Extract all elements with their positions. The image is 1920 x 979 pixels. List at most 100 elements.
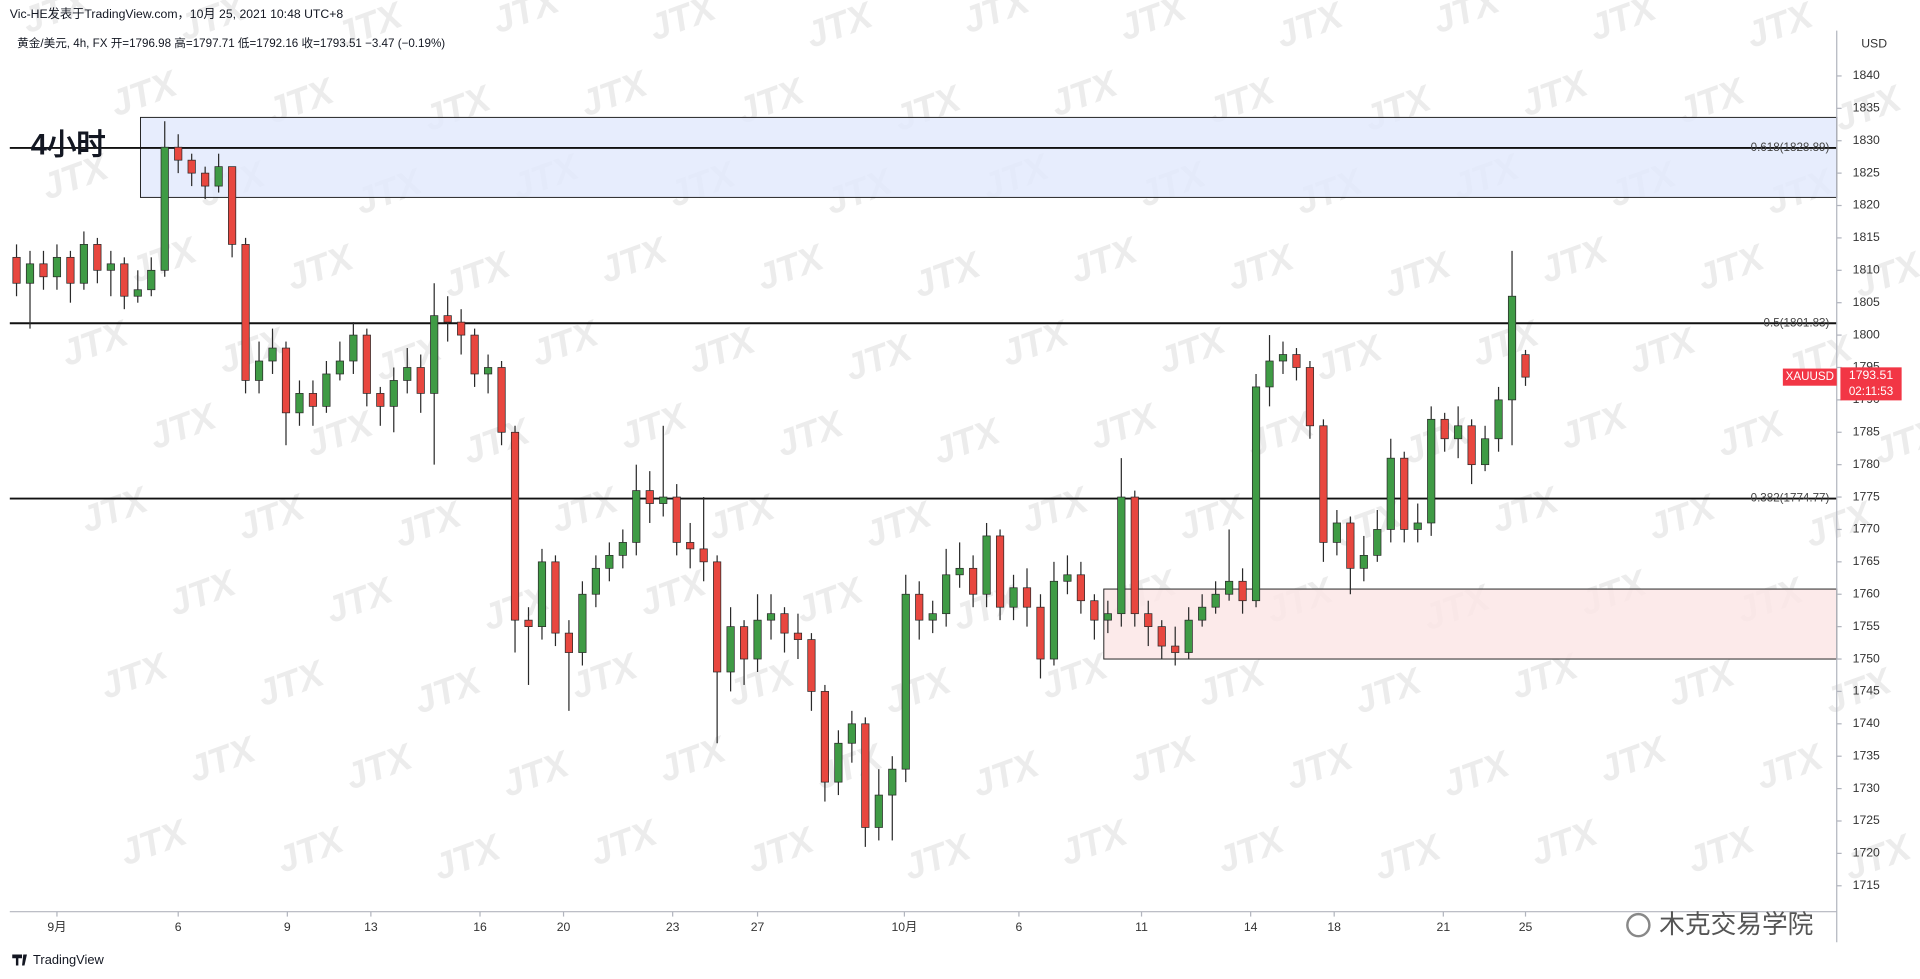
x-tick-label: 21 xyxy=(1437,920,1451,934)
candle-body xyxy=(726,626,735,673)
candle-body xyxy=(1211,593,1220,608)
y-tick-label: 1805 xyxy=(1853,295,1880,309)
candle-body xyxy=(1292,354,1301,368)
candle-body xyxy=(443,315,452,323)
candle-body xyxy=(780,613,789,634)
candle-body xyxy=(228,166,237,245)
candle-body xyxy=(1144,613,1153,627)
candle-body xyxy=(1251,386,1261,602)
x-tick-label: 9 xyxy=(284,920,291,934)
candle-body xyxy=(403,367,412,381)
candle-body xyxy=(160,146,169,271)
candle-body xyxy=(1440,418,1449,440)
candle-body xyxy=(389,380,398,407)
candle-body xyxy=(1319,425,1328,543)
candle-body xyxy=(120,263,129,297)
zone xyxy=(1103,588,1838,660)
candle-body xyxy=(322,373,331,407)
candle-body xyxy=(874,794,883,828)
candle-body xyxy=(1171,645,1180,653)
candle-body xyxy=(1117,496,1126,615)
candle-body xyxy=(1305,367,1315,427)
candle-body xyxy=(1521,354,1530,378)
candle-body xyxy=(268,347,277,362)
candle-body xyxy=(1400,457,1409,530)
candle-body xyxy=(699,548,708,563)
candle-body xyxy=(254,360,264,381)
y-tick-label: 1750 xyxy=(1853,651,1880,665)
x-tick-label: 11 xyxy=(1135,920,1148,934)
candle-body xyxy=(969,567,978,595)
candle-body xyxy=(470,334,479,375)
symbol-tag-bg xyxy=(1782,368,1837,386)
candle-body xyxy=(578,593,587,653)
candle-body xyxy=(537,561,547,627)
candle-body xyxy=(834,742,843,783)
candle-body xyxy=(1049,580,1059,660)
symbol-tag: XAUUSD xyxy=(1786,370,1834,383)
footer-watermark: 木克交易学院 xyxy=(1659,910,1813,939)
candle-body xyxy=(1359,554,1368,569)
candle-body xyxy=(1009,587,1018,608)
y-tick-label: 1745 xyxy=(1853,684,1880,698)
candle-body xyxy=(1346,522,1355,569)
candle-body xyxy=(241,244,250,381)
zone xyxy=(139,116,1838,198)
candle-body xyxy=(12,256,21,284)
candle-body xyxy=(1373,529,1382,556)
candle-body xyxy=(551,561,560,634)
candle-body xyxy=(564,632,573,653)
plot-area: 0.618(1828.89) 0.5(1801.83) 0.382(1774.77) xyxy=(9,116,1838,847)
candle-body xyxy=(1157,626,1166,647)
candle-body xyxy=(753,619,762,660)
candle-body xyxy=(295,393,304,414)
x-tick-label: 9月 xyxy=(47,920,66,934)
candle-body xyxy=(618,542,627,556)
candle-body xyxy=(52,256,62,278)
candle-body xyxy=(1507,295,1517,401)
y-tick-label: 1830 xyxy=(1853,133,1880,147)
candle-body xyxy=(713,561,722,673)
candle-body xyxy=(847,723,856,744)
x-tick-label: 23 xyxy=(666,920,680,934)
candle-body xyxy=(281,347,291,414)
x-tick-label: 10月 xyxy=(891,920,917,934)
candle-body xyxy=(686,542,695,550)
candle-body xyxy=(659,496,668,504)
candle-body xyxy=(1022,587,1032,608)
candle-body xyxy=(1427,418,1436,524)
candle-body xyxy=(1063,574,1072,582)
y-tick-label: 1815 xyxy=(1853,230,1880,244)
x-tick-label: 18 xyxy=(1327,920,1341,934)
y-tick-label: 1725 xyxy=(1853,813,1880,827)
y-tick-label: 1755 xyxy=(1853,619,1880,633)
countdown-tag: 02:11:53 xyxy=(1849,385,1893,398)
tradingview-logo xyxy=(12,954,27,966)
fib-level-label: 0.5(1801.83) xyxy=(1764,316,1830,329)
timeframe-annotation: 4小时 xyxy=(31,129,106,162)
candle-body xyxy=(1494,399,1503,440)
candle-body xyxy=(766,613,776,621)
candle-body xyxy=(308,393,318,407)
candle-body xyxy=(201,172,210,187)
candle-body xyxy=(349,334,358,362)
candle-body xyxy=(793,632,803,640)
y-tick-label: 1825 xyxy=(1853,165,1880,179)
publish-info: Vic-HE发表于TradingView.com，10月 25, 2021 10… xyxy=(10,6,344,21)
price-tag-bg xyxy=(1840,367,1902,401)
y-tick-label: 1730 xyxy=(1853,781,1880,795)
x-tick-label: 16 xyxy=(473,920,487,934)
candle-body xyxy=(1076,574,1085,602)
y-tick-label: 1780 xyxy=(1853,457,1880,471)
y-tick-label: 1775 xyxy=(1853,489,1880,503)
y-tick-label: 1820 xyxy=(1853,198,1880,212)
candle-body xyxy=(1184,619,1193,653)
y-tick-label: 1785 xyxy=(1853,425,1880,439)
candle-body xyxy=(174,146,183,161)
footer-logo xyxy=(1626,912,1651,938)
x-tick-label: 6 xyxy=(175,920,182,934)
candle-body xyxy=(861,723,870,828)
candle-body xyxy=(39,263,48,278)
